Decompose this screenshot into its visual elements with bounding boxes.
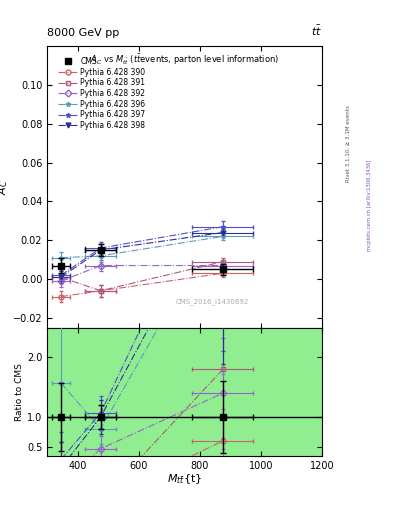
Text: $A_C$ vs $M_{t\bar{t}}$ ($t\bar{t}$events, parton level information): $A_C$ vs $M_{t\bar{t}}$ ($t\bar{t}$event… — [90, 52, 279, 67]
X-axis label: $M_{t\bar{t}}${t}: $M_{t\bar{t}}${t} — [167, 472, 202, 486]
Text: 8000 GeV pp: 8000 GeV pp — [47, 28, 119, 38]
Text: CMS_2016_I1430892: CMS_2016_I1430892 — [176, 298, 249, 305]
Text: Rivet 3.1.10, ≥ 3.1M events: Rivet 3.1.10, ≥ 3.1M events — [345, 105, 350, 182]
Text: $t\bar{t}$: $t\bar{t}$ — [311, 24, 322, 38]
Y-axis label: $A_C$: $A_C$ — [0, 179, 10, 195]
Y-axis label: Ratio to CMS: Ratio to CMS — [15, 362, 24, 421]
Legend: CMS, Pythia 6.428 390, Pythia 6.428 391, Pythia 6.428 392, Pythia 6.428 396, Pyt: CMS, Pythia 6.428 390, Pythia 6.428 391,… — [57, 55, 147, 132]
Text: mcplots.cern.ch [arXiv:1306.3436]: mcplots.cern.ch [arXiv:1306.3436] — [367, 159, 372, 250]
